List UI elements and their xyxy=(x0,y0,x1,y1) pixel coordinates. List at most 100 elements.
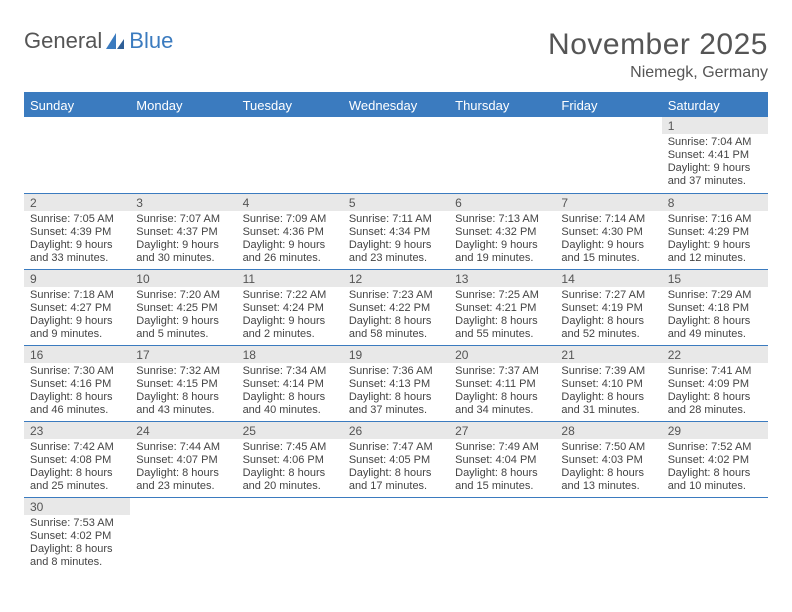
sunrise-text: Sunrise: 7:47 AM xyxy=(349,441,443,454)
calendar-day-cell xyxy=(555,117,661,193)
sunrise-text: Sunrise: 7:36 AM xyxy=(349,365,443,378)
sunrise-text: Sunrise: 7:42 AM xyxy=(30,441,124,454)
day-number xyxy=(662,498,768,515)
sunrise-text: Sunrise: 7:25 AM xyxy=(455,289,549,302)
sunset-text: Sunset: 4:19 PM xyxy=(561,302,655,315)
day-details: Sunrise: 7:29 AMSunset: 4:18 PMDaylight:… xyxy=(662,287,768,344)
calendar-day-cell: 21Sunrise: 7:39 AMSunset: 4:10 PMDayligh… xyxy=(555,345,661,421)
sunset-text: Sunset: 4:11 PM xyxy=(455,378,549,391)
logo: General Blue xyxy=(24,28,173,54)
day-number: 17 xyxy=(130,346,236,363)
daylight-text: Daylight: 8 hours and 58 minutes. xyxy=(349,315,443,341)
sail-icon xyxy=(104,31,126,51)
daylight-text: Daylight: 8 hours and 49 minutes. xyxy=(668,315,762,341)
sunrise-text: Sunrise: 7:49 AM xyxy=(455,441,549,454)
calendar-day-cell xyxy=(237,117,343,193)
calendar-day-cell: 9Sunrise: 7:18 AMSunset: 4:27 PMDaylight… xyxy=(24,269,130,345)
day-number: 25 xyxy=(237,422,343,439)
daylight-text: Daylight: 9 hours and 37 minutes. xyxy=(668,162,762,188)
day-details: Sunrise: 7:37 AMSunset: 4:11 PMDaylight:… xyxy=(449,363,555,420)
sunset-text: Sunset: 4:25 PM xyxy=(136,302,230,315)
day-number: 29 xyxy=(662,422,768,439)
day-number: 26 xyxy=(343,422,449,439)
daylight-text: Daylight: 8 hours and 37 minutes. xyxy=(349,391,443,417)
day-number xyxy=(343,117,449,134)
calendar-day-cell: 7Sunrise: 7:14 AMSunset: 4:30 PMDaylight… xyxy=(555,193,661,269)
calendar-day-cell: 14Sunrise: 7:27 AMSunset: 4:19 PMDayligh… xyxy=(555,269,661,345)
day-details: Sunrise: 7:49 AMSunset: 4:04 PMDaylight:… xyxy=(449,439,555,496)
calendar-day-cell xyxy=(24,117,130,193)
daylight-text: Daylight: 8 hours and 10 minutes. xyxy=(668,467,762,493)
day-details: Sunrise: 7:47 AMSunset: 4:05 PMDaylight:… xyxy=(343,439,449,496)
sunrise-text: Sunrise: 7:53 AM xyxy=(30,517,124,530)
day-number: 19 xyxy=(343,346,449,363)
daylight-text: Daylight: 9 hours and 12 minutes. xyxy=(668,239,762,265)
day-details: Sunrise: 7:50 AMSunset: 4:03 PMDaylight:… xyxy=(555,439,661,496)
sunset-text: Sunset: 4:36 PM xyxy=(243,226,337,239)
day-number: 30 xyxy=(24,498,130,515)
sunset-text: Sunset: 4:15 PM xyxy=(136,378,230,391)
day-number: 1 xyxy=(662,117,768,134)
page-subtitle: Niemegk, Germany xyxy=(548,64,768,82)
sunrise-text: Sunrise: 7:44 AM xyxy=(136,441,230,454)
sunset-text: Sunset: 4:27 PM xyxy=(30,302,124,315)
daylight-text: Daylight: 8 hours and 25 minutes. xyxy=(30,467,124,493)
calendar-week-row: 16Sunrise: 7:30 AMSunset: 4:16 PMDayligh… xyxy=(24,345,768,421)
calendar-day-cell: 8Sunrise: 7:16 AMSunset: 4:29 PMDaylight… xyxy=(662,193,768,269)
calendar-day-cell: 26Sunrise: 7:47 AMSunset: 4:05 PMDayligh… xyxy=(343,421,449,497)
daylight-text: Daylight: 9 hours and 30 minutes. xyxy=(136,239,230,265)
day-number: 5 xyxy=(343,194,449,211)
day-details: Sunrise: 7:53 AMSunset: 4:02 PMDaylight:… xyxy=(24,515,130,572)
day-number xyxy=(237,117,343,134)
calendar-day-cell xyxy=(449,497,555,573)
calendar-day-cell: 19 Sunrise: 7:36 AMSunset: 4:13 PMDayligh… xyxy=(343,345,449,421)
daylight-text: Daylight: 8 hours and 40 minutes. xyxy=(243,391,337,417)
calendar-day-cell: 1Sunrise: 7:04 AMSunset: 4:41 PMDaylight… xyxy=(662,117,768,193)
day-number: 7 xyxy=(555,194,661,211)
day-details: Sunrise: 7:41 AMSunset: 4:09 PMDaylight:… xyxy=(662,363,768,420)
daylight-text: Daylight: 8 hours and 15 minutes. xyxy=(455,467,549,493)
daylight-text: Daylight: 9 hours and 23 minutes. xyxy=(349,239,443,265)
calendar-day-cell: 2Sunrise: 7:05 AMSunset: 4:39 PMDaylight… xyxy=(24,193,130,269)
calendar-table: Sunday Monday Tuesday Wednesday Thursday… xyxy=(24,92,768,573)
day-number: 28 xyxy=(555,422,661,439)
weekday-header: Friday xyxy=(555,93,661,117)
calendar-day-cell xyxy=(130,497,236,573)
day-details: Sunrise: 7:32 AMSunset: 4:15 PMDaylight:… xyxy=(130,363,236,420)
logo-text-2: Blue xyxy=(129,28,173,54)
day-details: Sunrise: 7:07 AMSunset: 4:37 PMDaylight:… xyxy=(130,211,236,268)
sunrise-text: Sunrise: 7:05 AM xyxy=(30,213,124,226)
sunset-text: Sunset: 4:08 PM xyxy=(30,454,124,467)
sunset-text: Sunset: 4:29 PM xyxy=(668,226,762,239)
sunset-text: Sunset: 4:10 PM xyxy=(561,378,655,391)
sunrise-text: Sunrise: 7:07 AM xyxy=(136,213,230,226)
day-number xyxy=(555,498,661,515)
sunset-text: Sunset: 4:03 PM xyxy=(561,454,655,467)
day-details: Sunrise: 7:34 AMSunset: 4:14 PMDaylight:… xyxy=(237,363,343,420)
calendar-day-cell: 24Sunrise: 7:44 AMSunset: 4:07 PMDayligh… xyxy=(130,421,236,497)
day-number: 13 xyxy=(449,270,555,287)
calendar-day-cell xyxy=(343,117,449,193)
daylight-text: Daylight: 9 hours and 5 minutes. xyxy=(136,315,230,341)
day-number: 23 xyxy=(24,422,130,439)
calendar-day-cell: 15Sunrise: 7:29 AMSunset: 4:18 PMDayligh… xyxy=(662,269,768,345)
sunrise-text: Sunrise: 7:16 AM xyxy=(668,213,762,226)
calendar-day-cell: 10Sunrise: 7:20 AMSunset: 4:25 PMDayligh… xyxy=(130,269,236,345)
sunset-text: Sunset: 4:32 PM xyxy=(455,226,549,239)
daylight-text: Daylight: 8 hours and 52 minutes. xyxy=(561,315,655,341)
calendar-day-cell: 28Sunrise: 7:50 AMSunset: 4:03 PMDayligh… xyxy=(555,421,661,497)
sunset-text: Sunset: 4:13 PM xyxy=(349,378,443,391)
daylight-text: Daylight: 9 hours and 19 minutes. xyxy=(455,239,549,265)
day-number: 8 xyxy=(662,194,768,211)
daylight-text: Daylight: 8 hours and 28 minutes. xyxy=(668,391,762,417)
sunset-text: Sunset: 4:24 PM xyxy=(243,302,337,315)
day-details: Sunrise: 7:14 AMSunset: 4:30 PMDaylight:… xyxy=(555,211,661,268)
day-details: Sunrise: 7:22 AMSunset: 4:24 PMDaylight:… xyxy=(237,287,343,344)
day-number: 14 xyxy=(555,270,661,287)
calendar-day-cell: 29Sunrise: 7:52 AMSunset: 4:02 PMDayligh… xyxy=(662,421,768,497)
daylight-text: Daylight: 9 hours and 9 minutes. xyxy=(30,315,124,341)
day-details: Sunrise: 7:18 AMSunset: 4:27 PMDaylight:… xyxy=(24,287,130,344)
calendar-day-cell: 17Sunrise: 7:32 AMSunset: 4:15 PMDayligh… xyxy=(130,345,236,421)
calendar-day-cell: 5Sunrise: 7:11 AMSunset: 4:34 PMDaylight… xyxy=(343,193,449,269)
day-details: Sunrise: 7:16 AMSunset: 4:29 PMDaylight:… xyxy=(662,211,768,268)
